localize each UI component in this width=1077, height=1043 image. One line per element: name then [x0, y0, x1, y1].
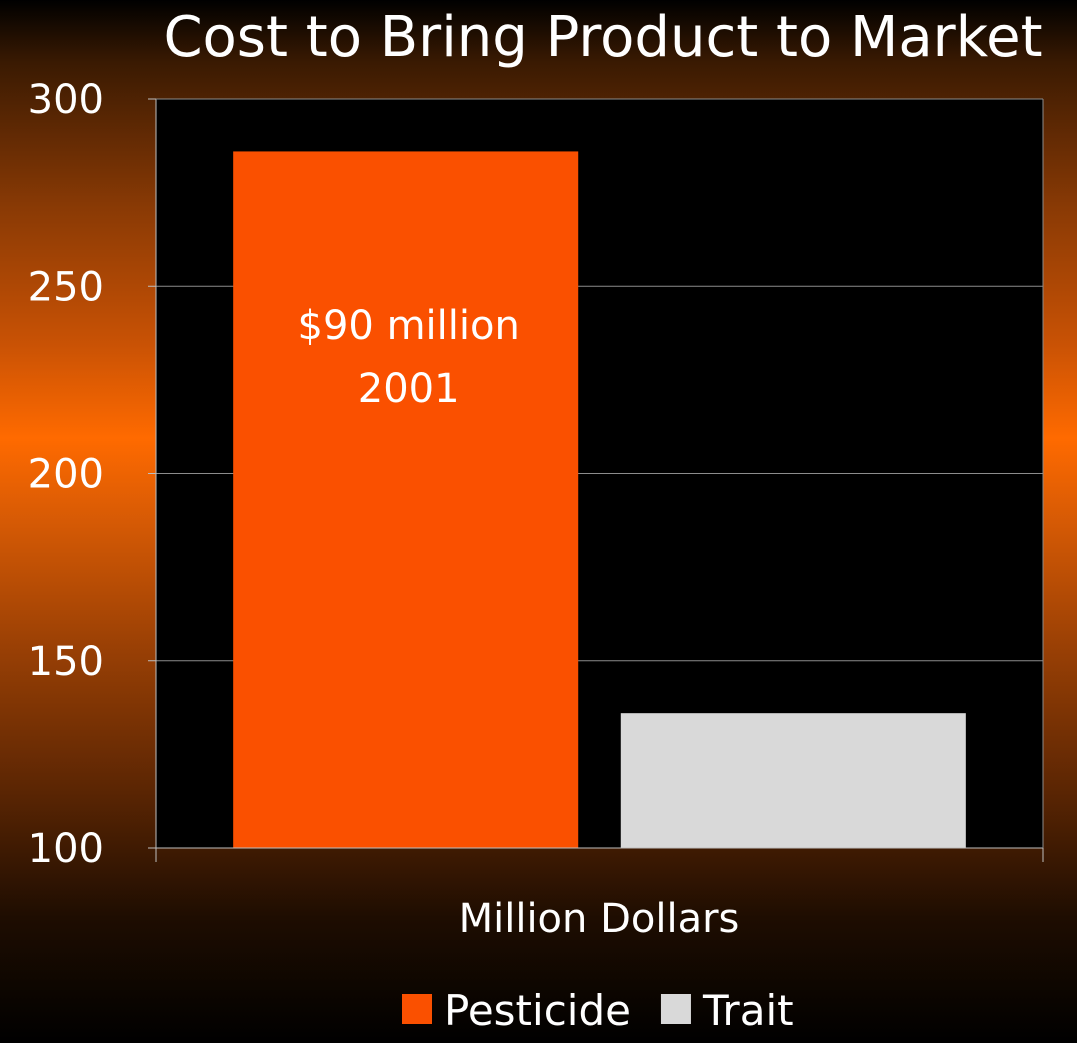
axes: [155, 98, 1044, 862]
y-tick-label: 250: [28, 264, 104, 310]
bars: [233, 151, 966, 848]
x-axis-label: Million Dollars: [459, 896, 740, 942]
y-axis-ticks: 100 150 200 250 300: [28, 77, 156, 872]
bar-trait: [620, 713, 966, 848]
bar-annotation-line: $90 million: [298, 303, 520, 349]
y-tick-label: 200: [28, 452, 104, 498]
bar-annotations: $90 million 2001: [298, 303, 520, 412]
legend-swatch-trait: [660, 994, 691, 1024]
legend-label-pesticide: Pesticide: [444, 986, 631, 1035]
chart-title: Cost to Bring Product to Market: [163, 5, 1042, 70]
legend-label-trait: Trait: [702, 986, 794, 1035]
legend: Pesticide Trait: [402, 986, 794, 1035]
y-tick-label: 150: [28, 639, 104, 685]
bar-annotation-line: 2001: [358, 366, 460, 412]
y-tick-label: 300: [28, 77, 104, 123]
bar-pesticide: [233, 151, 579, 848]
legend-swatch-pesticide: [402, 994, 432, 1024]
y-tick-label: 100: [28, 826, 104, 872]
